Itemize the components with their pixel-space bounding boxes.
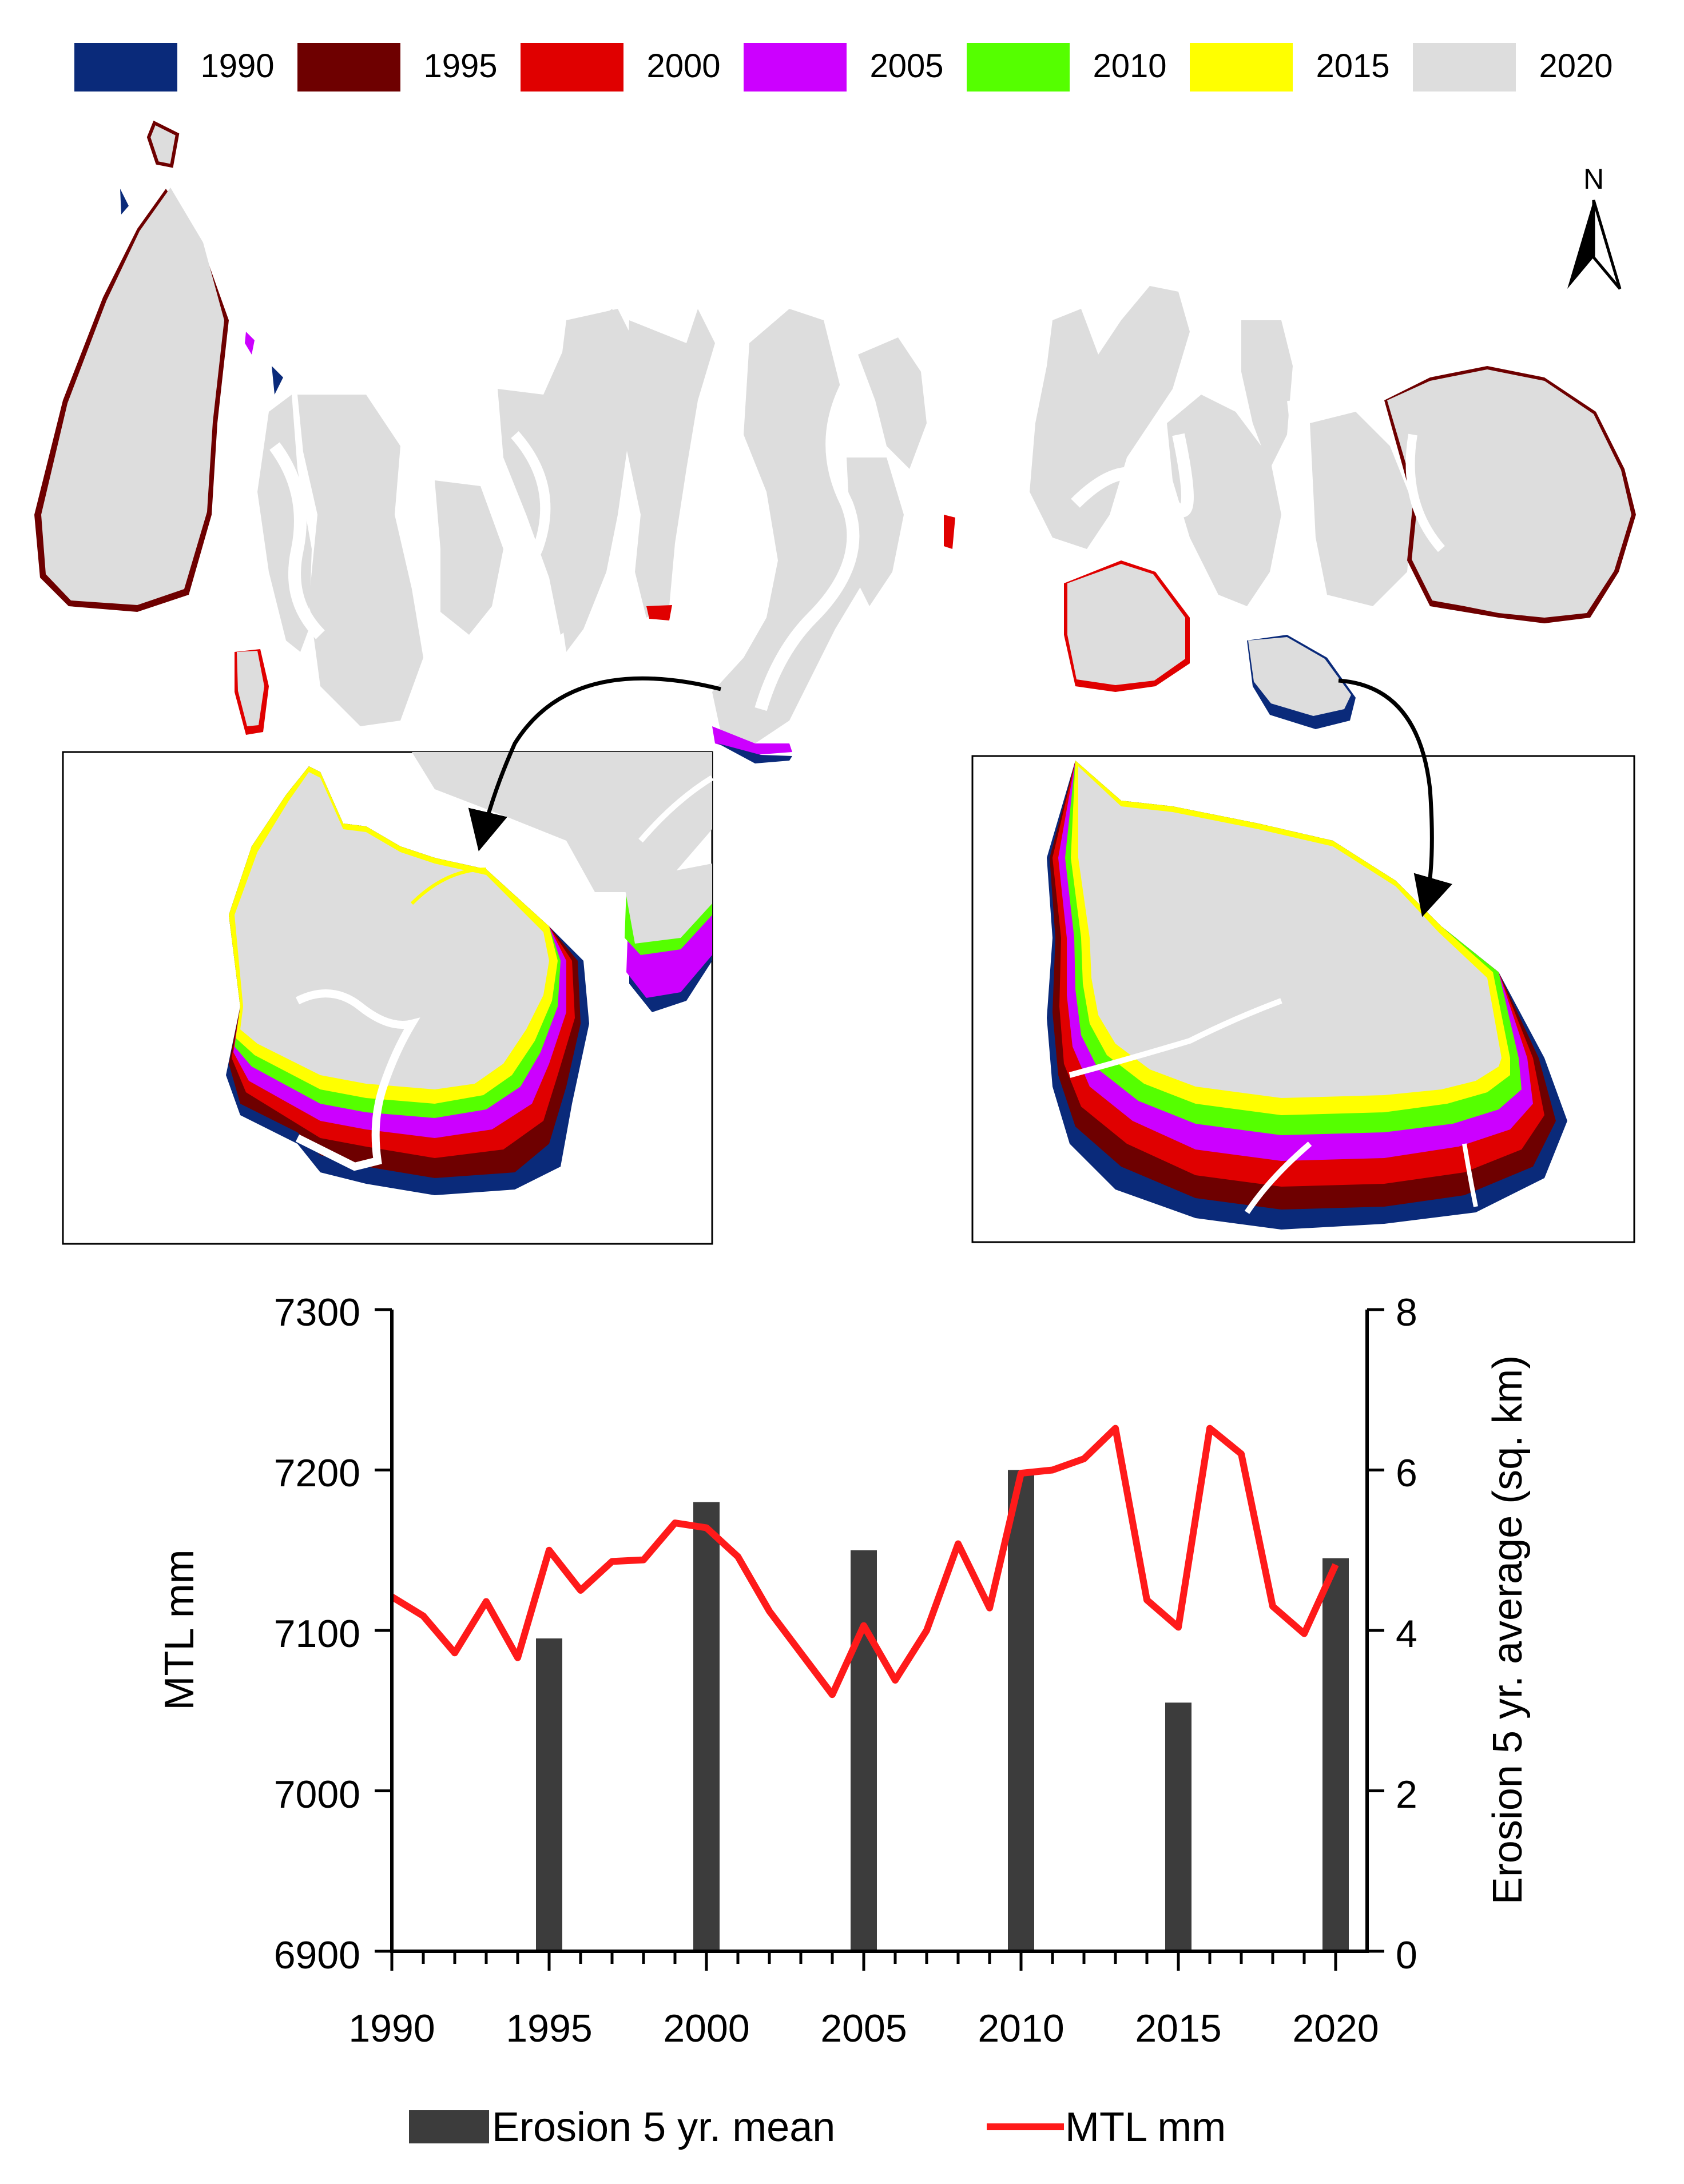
y-left-tick-label: 7300 [274,1291,360,1334]
north-arrow-icon: N [1567,163,1622,290]
erosion-bar-2020 [1322,1558,1349,1951]
legend-swatch-2000 [521,43,623,92]
legend-swatch-1995 [297,43,400,92]
legend-label-2000: 2000 [646,47,720,85]
erosion-bar-2000 [693,1502,720,1951]
inset-arrow-right [1338,678,1453,917]
y-left-tick-label: 7200 [274,1451,360,1495]
x-tick-label: 2010 [978,2007,1064,2050]
erosion-bar-2015 [1165,1702,1191,1951]
y-left-tick-label: 7000 [274,1773,360,1816]
legend-swatch-2020 [1413,43,1516,92]
erosion-bar-2010 [1008,1470,1034,1951]
legend-label-1990: 1990 [200,47,274,85]
legend-label-1995: 1995 [423,47,497,85]
chart: 7300 7200 7100 7000 6900 8 6 4 2 0 1990 … [157,1291,1531,2150]
legend-swatch-2005 [744,43,847,92]
legend-label-2015: 2015 [1316,47,1389,85]
x-tick-label: 2015 [1135,2007,1221,2050]
legend-label-2010: 2010 [1093,47,1166,85]
mtl-line-series [390,1425,1339,1698]
legend-line-label: MTL mm [1065,2105,1226,2150]
x-tick-label: 1990 [348,2007,435,2050]
y-right-tick-label: 4 [1396,1612,1417,1656]
legend-bar-label: Erosion 5 yr. mean [492,2105,835,2150]
chart-legend: Erosion 5 yr. mean MTL mm [409,2105,1226,2150]
x-tick-label: 2020 [1292,2007,1379,2050]
axis-ticks [375,1308,1384,1971]
y-right-tick-label: 2 [1396,1773,1417,1816]
x-tick-label: 1995 [506,2007,592,2050]
legend-label-2020: 2020 [1539,47,1612,85]
y-left-axis-title: MTL mm [157,1549,202,1710]
inset-left [62,751,714,1245]
legend-swatch-1990 [74,43,177,92]
x-tick-label: 2005 [820,2007,907,2050]
legend-bar-swatch [409,2110,489,2143]
legend-label-2005: 2005 [869,47,943,85]
y-left-tick-label: 7100 [274,1612,360,1656]
y-left-tick-label: 6900 [274,1934,360,1977]
y-right-axis-title: Erosion 5 yr. average (sq. km) [1485,1355,1531,1904]
erosion-bar-1995 [536,1638,562,1951]
island-map [34,120,1636,763]
inset-arrow-left [468,676,721,852]
legend-swatch-2015 [1190,43,1293,92]
x-tick-label: 2000 [663,2007,749,2050]
north-label: N [1583,163,1604,195]
y-right-tick-label: 8 [1396,1291,1417,1334]
map-legend: 1990 1995 2000 2005 2010 2015 2020 [74,43,1613,92]
y-right-tick-label: 0 [1396,1934,1417,1977]
legend-swatch-2010 [967,43,1070,92]
y-right-tick-label: 6 [1396,1451,1417,1495]
erosion-bars [536,1470,1349,1951]
erosion-bar-2005 [851,1550,877,1951]
inset-right [971,755,1635,1243]
